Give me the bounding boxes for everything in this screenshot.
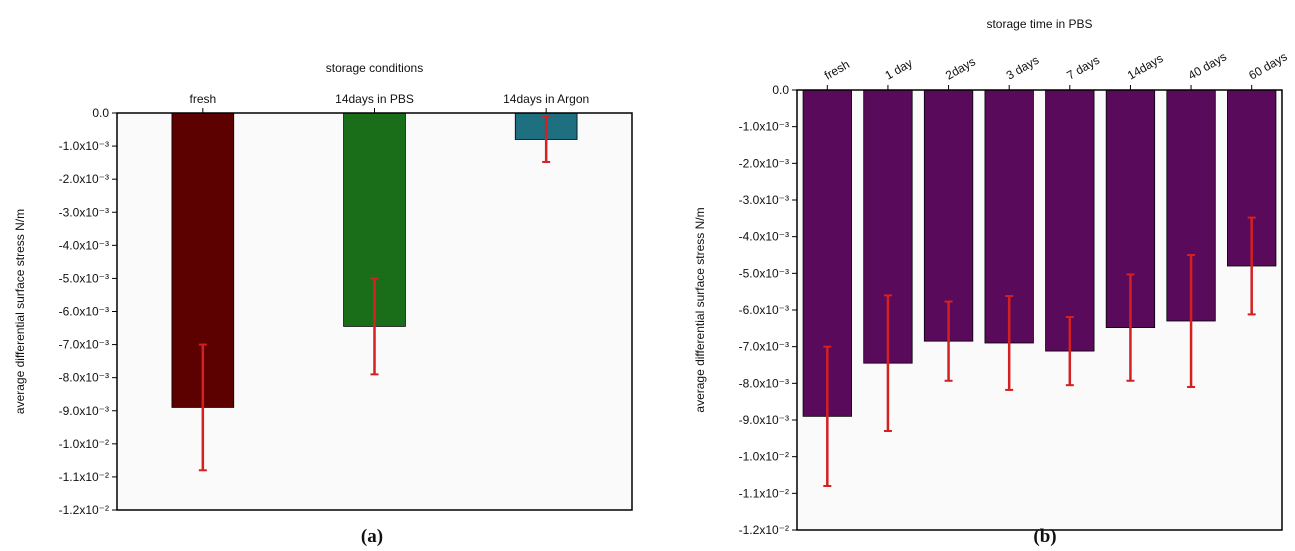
bar — [1045, 89, 1095, 352]
y-tick-label: -1.1x10⁻² — [739, 486, 789, 500]
bar — [923, 89, 974, 342]
y-tick-label: -1.0x10⁻² — [739, 450, 789, 464]
x-axis-title: storage time in PBS — [986, 17, 1092, 31]
y-tick-label: -2.0x10⁻³ — [739, 156, 789, 170]
axes-frame — [796, 89, 1283, 531]
y-tick-label: -7.0x10⁻³ — [739, 340, 789, 354]
x-tick-label: 40 days — [1186, 49, 1229, 82]
y-tick-label: -1.2x10⁻² — [739, 523, 789, 537]
x-tick-label: 14days in Argon — [503, 92, 589, 106]
y-axis-title: average differential surface stress N/m — [693, 207, 707, 412]
caption: (b) — [1033, 526, 1056, 547]
y-tick-label: 0.0 — [772, 83, 789, 97]
x-tick-label: 60 days — [1246, 49, 1289, 82]
y-tick-label: -4.0x10⁻³ — [59, 238, 109, 252]
y-axis-title: average differential surface stress N/m — [13, 209, 27, 414]
y-tick-label: -6.0x10⁻³ — [59, 305, 109, 319]
x-tick-label: 2days — [943, 54, 978, 82]
y-tick-label: -8.0x10⁻³ — [59, 371, 109, 385]
y-tick-label: -7.0x10⁻³ — [59, 338, 109, 352]
x-tick-label: 7 days — [1064, 53, 1102, 83]
y-tick-label: -4.0x10⁻³ — [739, 230, 789, 244]
y-tick-label: -2.0x10⁻³ — [59, 172, 109, 186]
y-tick-label: -9.0x10⁻³ — [59, 404, 109, 418]
y-tick-label: -5.0x10⁻³ — [59, 271, 109, 285]
y-tick-label: -8.0x10⁻³ — [739, 376, 789, 390]
x-axis-title: storage conditions — [326, 61, 423, 75]
x-tick-label: 1 day — [882, 56, 914, 83]
y-tick-label: -9.0x10⁻³ — [739, 413, 789, 427]
y-tick-label: -3.0x10⁻³ — [739, 193, 789, 207]
x-tick-label: fresh — [822, 57, 852, 82]
y-tick-label: -1.0x10⁻³ — [59, 139, 109, 153]
caption: (a) — [361, 526, 383, 547]
y-tick-label: -3.0x10⁻³ — [59, 205, 109, 219]
y-tick-label: -1.1x10⁻² — [59, 470, 109, 484]
axes-frame — [116, 112, 633, 511]
y-tick-label: -5.0x10⁻³ — [739, 266, 789, 280]
y-tick-label: -1.0x10⁻² — [59, 437, 109, 451]
y-tick-label: -1.0x10⁻³ — [739, 120, 789, 134]
x-tick-label: 14days — [1125, 51, 1166, 82]
y-tick-label: 0.0 — [92, 106, 109, 120]
x-tick-label: 14days in PBS — [335, 92, 414, 106]
y-tick-label: -6.0x10⁻³ — [739, 303, 789, 317]
x-tick-label: fresh — [189, 92, 216, 106]
y-tick-label: -1.2x10⁻² — [59, 503, 109, 517]
x-tick-label: 3 days — [1004, 53, 1042, 83]
